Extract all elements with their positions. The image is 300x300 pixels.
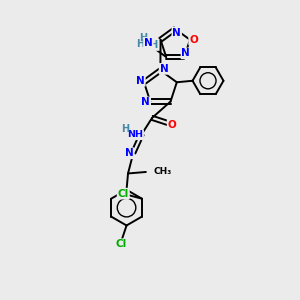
Text: N: N	[160, 64, 168, 74]
Text: NH: NH	[127, 130, 143, 139]
Text: Cl: Cl	[118, 189, 129, 199]
Text: N: N	[172, 28, 181, 38]
Text: N: N	[136, 76, 145, 86]
Text: H: H	[121, 124, 129, 134]
Text: O: O	[168, 120, 176, 130]
Text: N: N	[125, 148, 134, 158]
Text: NH: NH	[142, 40, 158, 50]
Text: N: N	[144, 38, 153, 48]
Text: N: N	[182, 48, 190, 59]
Text: Cl: Cl	[116, 239, 127, 249]
Text: N: N	[141, 98, 150, 107]
Text: H: H	[136, 39, 144, 49]
Text: CH₃: CH₃	[153, 167, 172, 176]
Text: O: O	[189, 35, 198, 45]
Text: H: H	[139, 33, 147, 43]
